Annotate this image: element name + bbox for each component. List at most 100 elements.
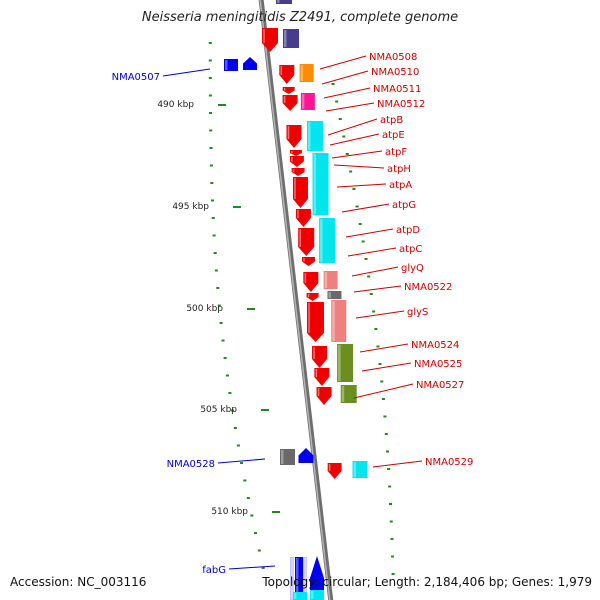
- gene-box-shine: [304, 558, 307, 599]
- gene-arrow: [298, 228, 315, 256]
- tick-mark: [358, 223, 362, 225]
- gene-label: NMA0510: [371, 67, 419, 78]
- map-title: Neisseria meningitidis Z2491, complete g…: [141, 10, 459, 25]
- gene-box-cyan-shine: [320, 219, 323, 262]
- tick-mark: [231, 409, 235, 412]
- tick-mark: [345, 153, 349, 155]
- gene-label: NMA0511: [373, 84, 421, 95]
- gene-arrow: [262, 28, 278, 52]
- tick-mark: [240, 462, 244, 464]
- gene-box-salmon: [331, 300, 347, 342]
- tick-mark: [352, 188, 356, 190]
- gene-box-salmon: [323, 271, 338, 289]
- gene-features: [224, 0, 368, 600]
- gene-box-cyan-shine: [313, 154, 317, 214]
- gene-box-blue: [224, 59, 238, 71]
- gene-box-shine: [284, 30, 287, 47]
- tick-mark: [233, 427, 237, 429]
- gene-arrow: [295, 209, 311, 227]
- gene-label: NMA0524: [411, 340, 459, 351]
- gene-arrow: [291, 168, 305, 176]
- scale-labels: 490 kbp 495 kbp 500 kbp 505 kbp 510 kbp: [157, 100, 280, 517]
- tick-mark: [236, 444, 240, 447]
- tick-mark: [331, 83, 335, 85]
- gene-arrow-reverse: [243, 57, 257, 70]
- gene-label: NMA0512: [377, 99, 425, 110]
- tick-mark: [211, 217, 215, 219]
- leader-line: [217, 458, 266, 464]
- scale-major-tick: [247, 308, 255, 310]
- backbone-line: [258, 0, 334, 600]
- gene-arrow-reverse: [310, 556, 324, 600]
- tick-mark: [223, 357, 227, 359]
- tick-mark: [355, 205, 359, 208]
- tick-mark: [208, 42, 212, 44]
- tick-mark: [261, 567, 265, 569]
- tick-mark: [209, 129, 213, 132]
- tick-mark: [367, 275, 371, 278]
- tick-mark: [364, 258, 368, 260]
- gene-arrow: [286, 125, 302, 148]
- gene-arrow: [301, 257, 315, 266]
- scale-ticks: [208, 42, 395, 575]
- tick-mark: [217, 304, 221, 307]
- gene-label: atpC: [399, 244, 422, 255]
- leader-line: [329, 133, 380, 146]
- backbone-highlight: [259, 0, 331, 600]
- tick-mark: [250, 514, 254, 517]
- tick-mark: [380, 380, 384, 383]
- gene-box-olive: [337, 344, 354, 382]
- tick-mark: [389, 520, 393, 523]
- leader-line: [372, 460, 423, 468]
- gene-box-salmon-shine: [332, 301, 335, 341]
- tick-mark: [208, 94, 212, 97]
- tick-mark: [214, 269, 218, 272]
- tick-mark: [378, 363, 382, 365]
- tick-mark: [391, 555, 395, 558]
- scale-major-tick: [261, 409, 269, 411]
- genome-summary: Topology: circular; Length: 2,184,406 bp…: [262, 575, 592, 589]
- gene-label: atpG: [392, 200, 416, 211]
- gene-box: [327, 291, 342, 299]
- gene-box-cyan-shine: [353, 462, 357, 477]
- gene-label: NMA0527: [416, 380, 464, 391]
- scale-label: 505 kbp: [200, 405, 237, 415]
- gene-label: NMA0507: [112, 72, 160, 83]
- gene-label: NMA0525: [414, 359, 462, 370]
- tick-mark: [246, 497, 250, 499]
- gene-label: fabG: [202, 565, 226, 576]
- leader-line: [361, 362, 412, 372]
- gene-box: [280, 449, 295, 465]
- scale-major-tick: [218, 104, 226, 106]
- scale-label: 495 kbp: [172, 202, 209, 212]
- gene-box-shine: [300, 65, 304, 81]
- leader-line: [321, 70, 369, 85]
- gene-box-cyan: [293, 592, 307, 600]
- tick-mark: [335, 100, 339, 103]
- leader-line: [353, 285, 402, 293]
- tick-mark: [209, 112, 213, 114]
- gene-box-cyan-shine: [294, 593, 297, 599]
- tick-mark: [243, 479, 247, 482]
- gene-arrow: [289, 150, 302, 156]
- tick-mark: [361, 240, 365, 243]
- gene-box-shine: [281, 450, 284, 464]
- tick-mark: [216, 287, 220, 289]
- tick-mark: [349, 170, 353, 173]
- tick-mark: [254, 532, 258, 534]
- gene-label: atpA: [389, 180, 412, 191]
- gene-box-cyan: [352, 461, 368, 478]
- leader-line: [341, 203, 390, 213]
- leader-line: [353, 383, 414, 399]
- scale-label: 500 kbp: [186, 304, 223, 314]
- gene-box-blue-shine: [225, 60, 228, 70]
- gene-label: atpF: [385, 147, 407, 158]
- gene-arrow: [289, 156, 304, 167]
- gene-arrow: [292, 177, 308, 208]
- gene-arrow: [327, 463, 342, 479]
- gene-box-shine: [301, 94, 305, 109]
- tick-mark: [228, 392, 232, 394]
- gene-label: NMA0508: [369, 52, 417, 63]
- gene-arrow: [306, 302, 324, 342]
- leader-line: [325, 102, 375, 112]
